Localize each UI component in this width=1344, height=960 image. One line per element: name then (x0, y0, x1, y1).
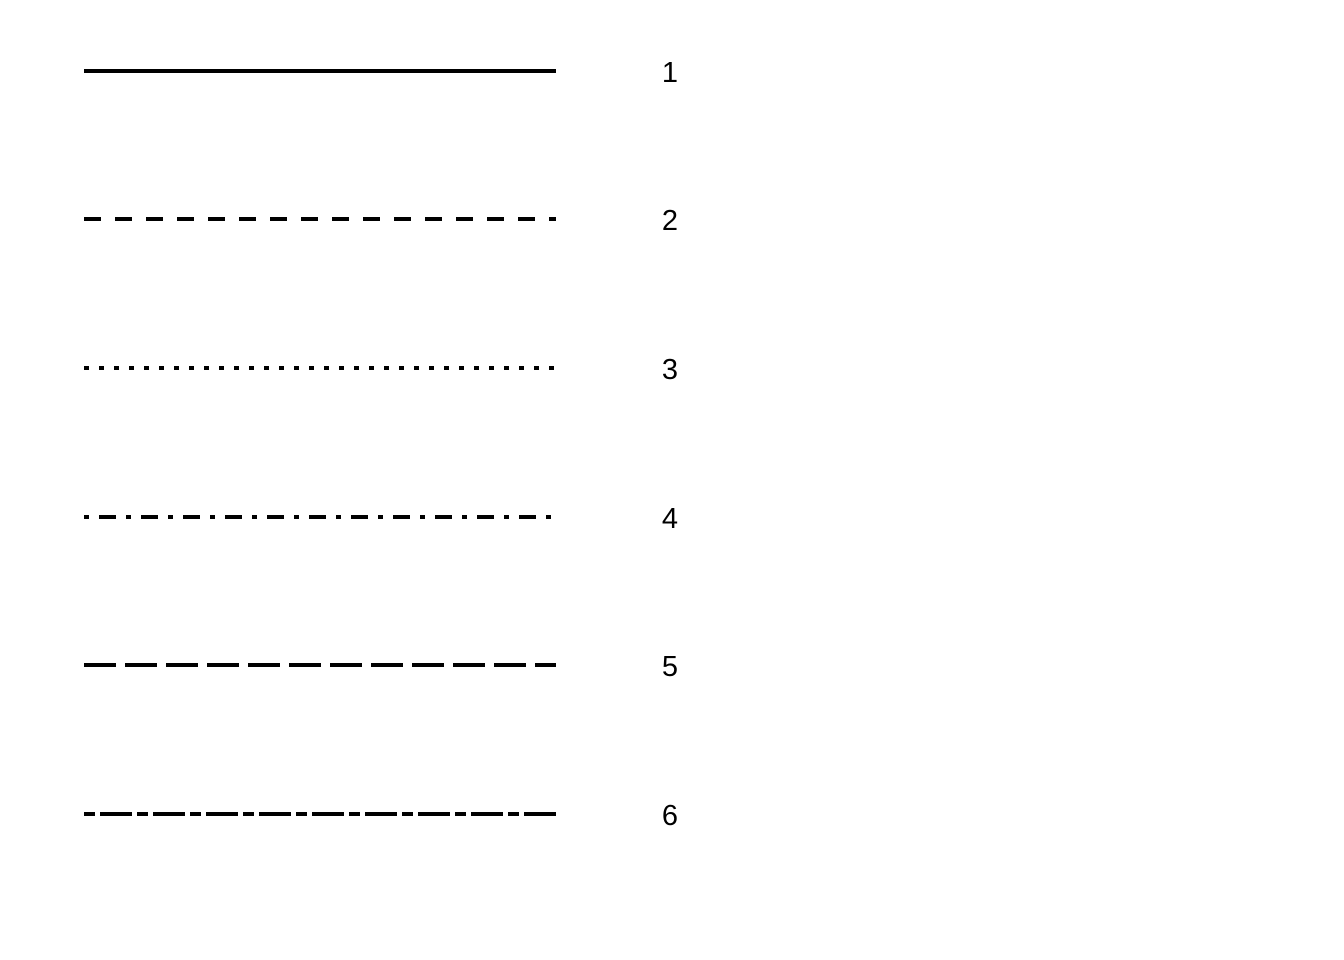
line-label-1: 1 (661, 57, 679, 89)
line-label-4: 4 (661, 503, 679, 535)
line-label-2: 2 (661, 205, 679, 237)
line-label-3: 3 (661, 354, 679, 386)
line-label-5: 5 (661, 651, 679, 683)
line-label-6: 6 (661, 800, 679, 832)
